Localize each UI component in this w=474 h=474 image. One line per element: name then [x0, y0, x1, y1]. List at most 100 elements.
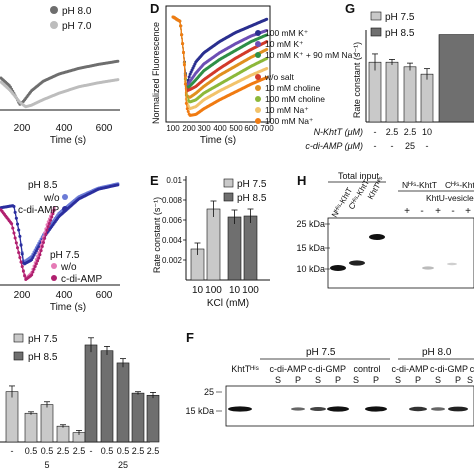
- legend-label: pH 7.5: [385, 12, 415, 23]
- group-label: KhtTᴴⁱˢ: [231, 364, 259, 374]
- data-point: [45, 228, 49, 232]
- panel-letter: H: [297, 173, 306, 188]
- data-point: [23, 274, 27, 278]
- data-point: [20, 265, 24, 269]
- legend-marker: [255, 96, 261, 102]
- data-point: [38, 253, 42, 257]
- bar: [100, 350, 114, 443]
- data-point: [16, 222, 20, 226]
- panel-d-chart: D Normalized Fluorescence 100 200 300 40…: [150, 1, 357, 146]
- x-tick-label: 200 400 600: [14, 123, 113, 134]
- x-tick-label: 100: [242, 285, 259, 296]
- data-point: [20, 252, 24, 256]
- data-point: [21, 269, 25, 273]
- legend-group: pH 8.5: [28, 180, 58, 191]
- data-point: [183, 82, 187, 86]
- plus-minus-row: + - + - +: [404, 206, 471, 217]
- kda-label: 15 kDa: [185, 406, 214, 416]
- y-tick-label: 0.006: [162, 216, 183, 225]
- bar: [24, 412, 38, 443]
- x-axis-label: Time (s): [200, 135, 236, 146]
- legend-group: pH 7.5: [50, 250, 80, 261]
- panel-letter: E: [150, 173, 159, 188]
- legend-swatch: [13, 351, 24, 361]
- data-point: [52, 206, 56, 210]
- data-point: [30, 273, 34, 277]
- legend-marker: [255, 118, 261, 124]
- group-label: c-di-GMP: [430, 364, 468, 374]
- group-label: c: [470, 364, 474, 374]
- svg-text:400: 400: [56, 123, 73, 134]
- legend-label: 100 mM K⁺: [265, 28, 309, 38]
- data-point: [18, 256, 22, 260]
- x-tick-labels: 100 200 300 400 500 600 700: [166, 124, 274, 133]
- row-value: 0.5: [41, 446, 54, 456]
- data-point: [180, 33, 184, 37]
- legend-label: pH 8.5: [237, 193, 267, 204]
- svg-text:600: 600: [96, 290, 113, 301]
- data-point: [184, 101, 188, 105]
- svg-text:200: 200: [14, 290, 31, 301]
- x-tick-label: 200 400 600: [14, 290, 113, 301]
- column-label: Nᴴⁱˢ-KhtT: [402, 180, 437, 190]
- data-point: [40, 245, 44, 249]
- bar: [420, 73, 434, 123]
- data-point: [265, 56, 269, 60]
- x-tick-label: 10: [229, 285, 241, 296]
- bar: [40, 404, 54, 443]
- row-value: -: [426, 141, 429, 151]
- s-p-label: S: [315, 375, 321, 385]
- data-point: [182, 63, 186, 67]
- y-axis-label: Normalized Fluorescence: [151, 22, 161, 124]
- legend-marker: [50, 21, 58, 29]
- y-axis-label: Rate constant (s⁻¹): [152, 197, 162, 273]
- legend-label: pH 8.5: [385, 28, 415, 39]
- legend-label: c-di-AMP: [61, 274, 102, 285]
- row-values: -2.5 2.5 10- -25-: [374, 127, 433, 151]
- y-axis-label: Rate constant (s⁻¹): [352, 42, 362, 118]
- legend-marker: [255, 41, 261, 47]
- legend-marker: [255, 52, 261, 58]
- row-value: 0.5: [117, 446, 130, 456]
- y-tick-label: 0.002: [162, 256, 183, 265]
- legend-marker: [255, 30, 261, 36]
- data-point: [13, 210, 17, 214]
- blot-band: [422, 266, 434, 270]
- data-point: [19, 260, 23, 264]
- panel-c-bottom-trace: 200 400 600 Time (s) pH 8.5 w/o c-di-AMP…: [0, 180, 120, 313]
- blot-band: [291, 407, 305, 411]
- panel-g-chart: G Rate constant (s⁻¹) pH 7.5 pH 8.5 N-Kh…: [305, 1, 474, 151]
- data-point: [265, 33, 269, 37]
- legend-label: pH 7.5: [28, 334, 58, 345]
- data-point: [33, 264, 37, 268]
- data-point: [12, 205, 16, 209]
- legend-label: c-di-AMP: [18, 205, 59, 216]
- data-point: [186, 109, 190, 113]
- svg-text:300: 300: [197, 124, 211, 133]
- legend: 100 mM K⁺ 10 mM K⁺ 10 mM K⁺ + 90 mM Na⁺ …: [255, 28, 357, 126]
- group-label: control: [353, 364, 380, 374]
- blot-band: [447, 262, 457, 266]
- data-point: [181, 42, 185, 46]
- kda-label: 10 kDa: [296, 264, 325, 274]
- data-point: [265, 67, 269, 71]
- s-p-label: S: [467, 375, 473, 385]
- svg-text:700: 700: [260, 124, 274, 133]
- column-label: Cᴴⁱˢ-KhtT: [445, 180, 474, 190]
- vesicle-group-label: KhtU-vesicles: [426, 193, 474, 203]
- data-point: [179, 24, 183, 28]
- plot-frame: [165, 5, 271, 123]
- y-tick-label: 0.008: [162, 196, 183, 205]
- x-axis-label: Time (s): [50, 302, 86, 313]
- data-point: [17, 228, 21, 232]
- data-point: [116, 183, 120, 187]
- plus-minus: +: [435, 206, 441, 217]
- data-point: [36, 259, 40, 263]
- y-tick-label: 0.01: [166, 176, 182, 185]
- data-point: [116, 78, 120, 82]
- row-value: 2.5: [132, 446, 145, 456]
- row-label: N-KhtT (μM): [314, 127, 363, 137]
- legend-marker: [51, 275, 57, 281]
- data-point: [185, 107, 189, 111]
